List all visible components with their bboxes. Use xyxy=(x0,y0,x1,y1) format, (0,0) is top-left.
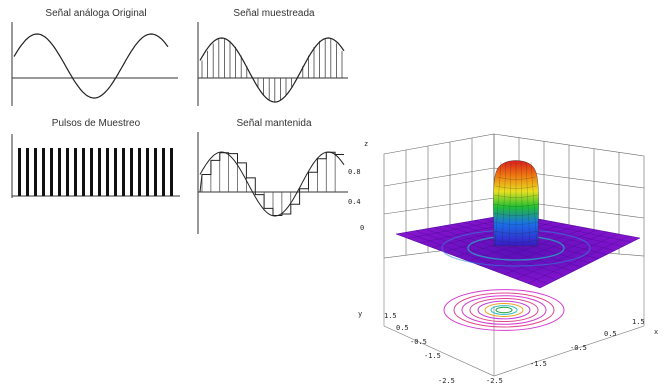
pulse-bar xyxy=(162,148,165,196)
pulse-bar xyxy=(98,148,101,196)
contour-ring xyxy=(490,305,518,315)
analog-wave xyxy=(13,33,169,99)
original-signal-plot xyxy=(11,22,178,106)
held-staircase xyxy=(199,151,344,216)
right-tick: 0.5 xyxy=(604,330,617,338)
peak-mesh-line xyxy=(501,161,507,247)
panel-original-signal: Señal análoga Original xyxy=(8,8,184,108)
z-axis-label: z xyxy=(364,140,368,148)
held-signal-plot xyxy=(197,132,348,234)
peak-mesh-line xyxy=(520,161,524,247)
mesh-line xyxy=(515,233,619,280)
right-tick: -1.5 xyxy=(530,360,547,368)
right-tick: -0.5 xyxy=(570,344,587,352)
panel-title: Pulsos de Muestreo xyxy=(51,118,141,129)
peak-mesh-line xyxy=(525,161,531,247)
analog-wave xyxy=(199,151,345,217)
contour-projection xyxy=(443,289,565,331)
sampled-signal-plot xyxy=(197,22,348,106)
panel-held-signal: Señal mantenida xyxy=(194,118,354,236)
z-tick: 0.4 xyxy=(348,198,361,206)
panel-title: Señal mantenida xyxy=(236,118,312,129)
right-tick: 1.5 xyxy=(632,318,645,326)
pulses-plot xyxy=(11,134,180,198)
panel-title: Señal análoga Original xyxy=(45,8,147,19)
panel-title: Señal muestreada xyxy=(233,8,315,19)
floor-box xyxy=(383,256,645,377)
pulse-bar xyxy=(82,148,85,196)
z-tick: 0.8 xyxy=(348,168,361,176)
y-axis-label: y xyxy=(358,310,362,318)
pulse-bar xyxy=(66,148,69,196)
pulse-bar xyxy=(146,148,149,196)
panel-sampling-pulses: Pulsos de Muestreo xyxy=(8,118,184,208)
contour-ring xyxy=(495,306,513,314)
z-tick: 0 xyxy=(360,224,364,232)
pulse-bar xyxy=(106,148,109,196)
front-tick: -0.5 xyxy=(410,338,427,346)
pulse-bar xyxy=(170,148,173,196)
contour-ring xyxy=(443,289,565,331)
pulse-bar xyxy=(26,148,29,196)
peak-mesh-line xyxy=(530,161,538,247)
surface-3d-plot: z 0.8 0.4 0 y 1.5 0.5 -0.5 -1.5 -2.5 -2.… xyxy=(348,133,658,385)
pulse-bar xyxy=(138,148,141,196)
peak-mesh-line xyxy=(494,161,502,247)
pulse-bar xyxy=(122,148,125,196)
pulse-bar xyxy=(58,148,61,196)
pulse-bar xyxy=(34,148,37,196)
pulse-bar xyxy=(154,148,157,196)
contour-ring xyxy=(453,292,555,328)
x-axis-label: x xyxy=(654,328,658,336)
mesh-line xyxy=(527,235,630,284)
contour-ring xyxy=(461,295,547,325)
contour-ring xyxy=(477,300,531,320)
pulse-bar xyxy=(42,148,45,196)
sample-lines xyxy=(201,38,343,102)
panel-sampled-signal: Señal muestreada xyxy=(194,8,354,108)
pulse-train xyxy=(18,148,173,196)
front-tick: -2.5 xyxy=(438,377,455,385)
front-tick: 1.5 xyxy=(384,312,397,320)
pulse-bar xyxy=(74,148,77,196)
pulse-bar xyxy=(114,148,117,196)
pulse-bar xyxy=(130,148,133,196)
peak-mesh xyxy=(493,161,539,247)
pulse-bar xyxy=(50,148,53,196)
pulse-bar xyxy=(90,148,93,196)
contour-ring xyxy=(484,303,524,317)
analog-wave xyxy=(199,37,345,103)
peak-mesh-line xyxy=(508,161,512,247)
front-tick: 0.5 xyxy=(396,324,409,332)
right-tick: -2.5 xyxy=(486,377,503,385)
front-tick: -1.5 xyxy=(424,352,441,360)
held-steps xyxy=(199,151,344,216)
contour-ring xyxy=(469,297,539,323)
pulse-bar xyxy=(18,148,21,196)
